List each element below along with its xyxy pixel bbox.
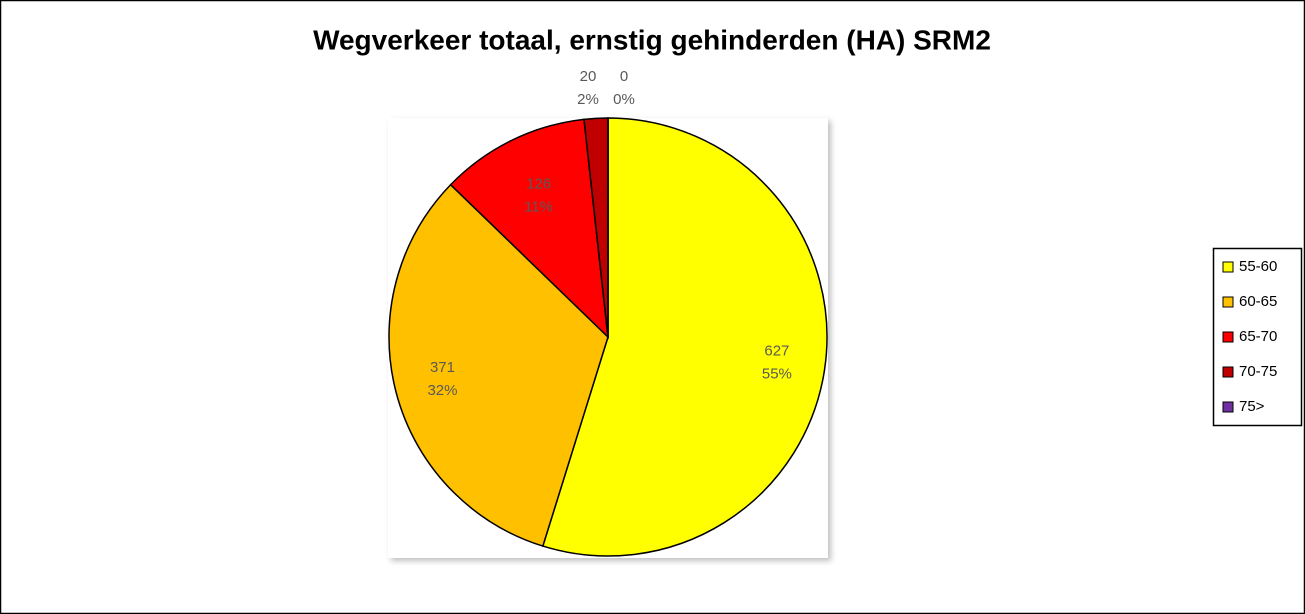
legend-swatch: [1222, 401, 1234, 413]
legend-swatch: [1222, 366, 1234, 378]
data-label: 371: [430, 359, 455, 376]
legend-label: 70-75: [1239, 363, 1277, 380]
data-label: 627: [764, 343, 789, 360]
pie-slice: [541, 117, 828, 557]
data-label: 55%: [762, 366, 792, 383]
data-label: 126: [526, 175, 551, 192]
data-label: 11%: [524, 198, 553, 215]
data-label: 2%: [577, 91, 599, 108]
data-label: 0%: [613, 91, 635, 108]
data-label: 32%: [427, 382, 457, 399]
chart-title: Wegverkeer totaal, ernstig gehinderden (…: [313, 24, 991, 55]
legend-label: 55-60: [1239, 258, 1277, 275]
legend-swatch: [1222, 261, 1234, 273]
data-label: 0: [620, 68, 628, 85]
legend-swatch: [1222, 296, 1234, 308]
pie-slice: [449, 118, 609, 339]
data-label: 20: [580, 68, 597, 85]
legend-label: 75>: [1239, 398, 1265, 415]
legend-label: 60-65: [1239, 293, 1277, 310]
pie-slice: [388, 183, 609, 548]
legend-label: 65-70: [1239, 328, 1277, 345]
legend-swatch: [1222, 331, 1234, 343]
